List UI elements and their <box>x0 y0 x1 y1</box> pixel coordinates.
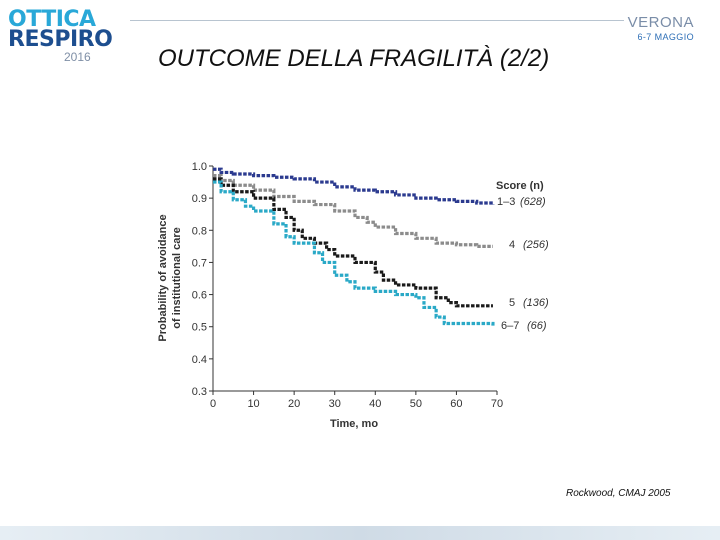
header-divider <box>130 20 624 21</box>
series-label-score: 6–7 <box>501 320 519 332</box>
series-label-n: (66) <box>527 320 547 332</box>
series-label-n: (628) <box>520 196 546 208</box>
series-label-score: 4 <box>509 239 515 251</box>
series-label-n: (256) <box>523 239 549 251</box>
x-tick-label: 20 <box>288 398 300 410</box>
x-tick-label: 0 <box>210 398 216 410</box>
verona-logo: VERONA 6-7 MAGGIO <box>628 14 694 42</box>
x-tick-label: 50 <box>410 398 422 410</box>
chart-labels: 1–3 (628) 4 (256) 5 (136) 6–7 (66) <box>497 196 549 332</box>
chart-series <box>213 167 495 327</box>
y-tick-label: 0.3 <box>192 386 207 398</box>
citation: Rockwood, CMAJ 2005 <box>566 488 671 499</box>
y-tick-label: 0.6 <box>192 290 207 302</box>
series-line <box>213 177 493 308</box>
x-tick-label: 30 <box>329 398 341 410</box>
logo-year: 2016 <box>64 50 91 64</box>
logo-line-respiro: RESPIRO <box>8 27 113 52</box>
series-line <box>213 167 495 205</box>
x-tick-label: 10 <box>247 398 259 410</box>
logo-dates: 6-7 MAGGIO <box>637 32 694 42</box>
series-line <box>213 180 495 327</box>
x-tick-label: 60 <box>450 398 462 410</box>
series-label-score: 5 <box>509 297 515 309</box>
y-tick-label: 0.7 <box>192 257 207 269</box>
chart-axes: 0.3 0.4 0.5 0.6 0.7 0.8 0.9 1.0 0 10 20 30 40 50 60 70 <box>192 161 503 410</box>
series-label-score: 1–3 <box>497 196 515 208</box>
y-axis-label-line1: Probability of avoidance <box>157 214 169 341</box>
footer-band <box>0 526 720 540</box>
y-tick-label: 0.8 <box>192 225 207 237</box>
slide-title: OUTCOME DELLA FRAGILITÀ (2/2) <box>158 45 550 72</box>
series-label-n: (136) <box>523 297 549 309</box>
x-axis-label: Time, mo <box>330 418 378 430</box>
y-tick-label: 0.9 <box>192 193 207 205</box>
y-tick-label: 0.5 <box>192 322 207 334</box>
y-axis-label-line2: of institutional care <box>171 227 183 328</box>
logo-city: VERONA <box>627 14 694 31</box>
x-tick-label: 70 <box>491 398 503 410</box>
y-tick-label: 1.0 <box>192 161 207 173</box>
ottica-respiro-logo: OTTICA RESPIRO 2016 <box>8 7 118 65</box>
y-tick-label: 0.4 <box>192 354 207 366</box>
legend-title: Score (n) <box>496 180 544 192</box>
series-line <box>213 174 493 248</box>
x-tick-label: 40 <box>369 398 381 410</box>
logo-line-ottica: OTTICA <box>8 7 96 32</box>
